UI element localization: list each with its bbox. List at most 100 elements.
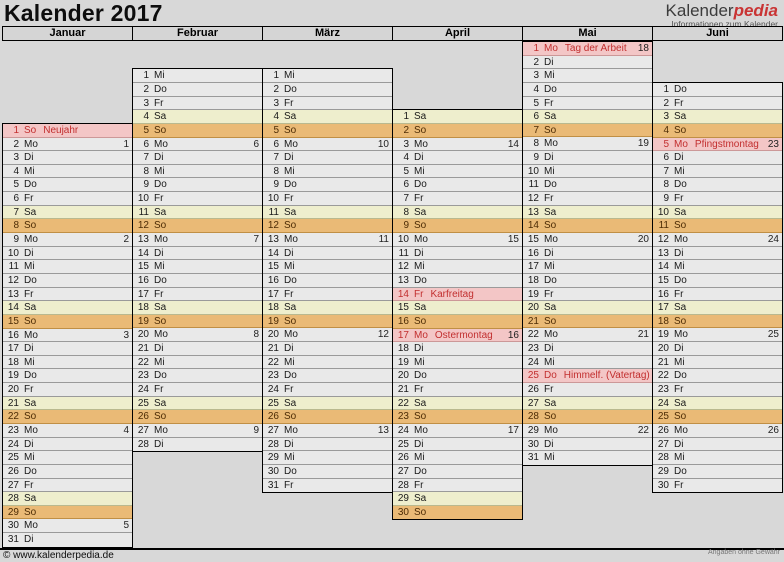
- day-cell-juni-24: 24 Sa: [653, 396, 782, 411]
- day-cell-februar-12: 12 So: [133, 219, 262, 233]
- day-cell-mrz-23: 23 Do: [263, 369, 392, 384]
- day-number: 5: [533, 97, 539, 109]
- day-cell-mrz-15: 15 Mi: [263, 260, 392, 274]
- day-number: 23: [137, 370, 149, 382]
- day-number: 7: [403, 193, 409, 205]
- weekday-abbr: So: [414, 506, 427, 518]
- day-number: 24: [397, 424, 409, 436]
- day-number: 15: [397, 302, 409, 314]
- day-cell-mrz-18: 18 Sa: [263, 301, 392, 315]
- day-number: 18: [137, 302, 149, 314]
- weekday-abbr: Fr: [544, 97, 554, 109]
- weekday-abbr: Mi: [284, 452, 295, 464]
- day-number: 13: [397, 274, 409, 286]
- weekday-abbr: Fr: [674, 384, 684, 396]
- weekday-abbr: So: [154, 124, 167, 136]
- week-number: 15: [507, 234, 519, 246]
- weekday-abbr: Fr: [414, 479, 424, 491]
- day-cell-mrz-10: 10 Fr: [263, 192, 392, 206]
- footer-copyright-link[interactable]: © www.kalenderpedia.de: [3, 550, 114, 561]
- day-number: 7: [663, 165, 669, 177]
- day-cell-februar-22: 22 Mi: [133, 355, 262, 370]
- day-cell-mrz-2: 2 Do: [263, 82, 392, 97]
- weekday-abbr: Do: [24, 370, 37, 382]
- day-number: 4: [13, 165, 19, 177]
- day-cell-april-12: 12 Mi: [393, 260, 522, 274]
- day-cell-mrz-4: 4 Sa: [263, 110, 392, 124]
- weekday-abbr: Mi: [24, 356, 35, 368]
- week-number: 26: [767, 424, 779, 436]
- calendar-grid: 1 So Neujahr 2 Mo 1 3 Di 4 Mi 5 Do 6 Fr 7 Sa 8 So 9 Mo 2 10 Di…: [0, 41, 784, 548]
- day-cell-januar-24: 24 Di: [3, 437, 132, 452]
- day-number: 29: [527, 424, 539, 436]
- day-number: 15: [137, 261, 149, 273]
- day-cell-januar-25: 25 Mi: [3, 451, 132, 465]
- day-number: 9: [143, 179, 149, 191]
- weekday-abbr: Mi: [154, 356, 165, 368]
- week-number: 14: [507, 138, 519, 150]
- day-number: 28: [267, 438, 279, 450]
- day-number: 28: [657, 452, 669, 464]
- weekday-abbr: Do: [674, 83, 687, 95]
- day-cell-mai-11: 11 Do: [523, 178, 652, 193]
- day-number: 27: [137, 424, 149, 436]
- weekday-abbr: Do: [544, 83, 557, 95]
- weekday-abbr: Sa: [284, 111, 297, 123]
- day-cell-januar-11: 11 Mi: [3, 260, 132, 274]
- weekday-abbr: Sa: [414, 302, 427, 314]
- day-cell-januar-8: 8 So: [3, 219, 132, 234]
- day-cell-april-22: 22 Sa: [393, 396, 522, 411]
- weekday-abbr: Sa: [154, 397, 167, 409]
- day-number: 6: [533, 111, 539, 123]
- day-cell-mai-13: 13 Sa: [523, 205, 652, 220]
- day-cell-februar-9: 9 Do: [133, 178, 262, 193]
- day-number: 12: [527, 193, 539, 205]
- weekday-abbr: Mo: [414, 138, 428, 150]
- weekday-abbr: So: [284, 411, 297, 423]
- day-number: 4: [273, 111, 279, 123]
- day-cell-april-7: 7 Fr: [393, 192, 522, 206]
- weekday-abbr: Di: [284, 343, 294, 355]
- day-cell-juni-18: 18 So: [653, 314, 782, 329]
- weekday-abbr: So: [414, 315, 427, 327]
- day-cell-mai-16: 16 Di: [523, 246, 652, 261]
- day-number: 30: [267, 465, 279, 477]
- week-number: 4: [123, 424, 129, 436]
- day-number: 27: [397, 465, 409, 477]
- weekday-abbr: So: [544, 124, 557, 136]
- day-number: 19: [527, 288, 539, 300]
- day-number: 23: [397, 411, 409, 423]
- weekday-abbr: Di: [414, 152, 424, 164]
- week-number: 21: [637, 329, 649, 341]
- weekday-abbr: Do: [24, 465, 37, 477]
- day-number: 2: [13, 138, 19, 150]
- day-cell-januar-23: 23 Mo 4: [3, 423, 132, 438]
- day-number: 19: [137, 315, 149, 327]
- weekday-abbr: Fr: [544, 384, 554, 396]
- weekday-abbr: So: [414, 124, 427, 136]
- day-cell-april-1: 1 Sa: [393, 110, 522, 124]
- week-number: 25: [767, 329, 779, 341]
- day-cell-mrz-28: 28 Di: [263, 437, 392, 452]
- day-number: 6: [663, 152, 669, 164]
- kalenderpedia-logo[interactable]: Kalenderpedia Informationen zum Kalender: [666, 1, 778, 29]
- day-number: 30: [657, 479, 669, 491]
- day-number: 16: [7, 329, 19, 341]
- day-cell-april-15: 15 Sa: [393, 301, 522, 315]
- weekday-abbr: Mi: [674, 261, 685, 273]
- day-cell-februar-18: 18 Sa: [133, 301, 262, 315]
- day-number: 31: [267, 479, 279, 491]
- day-cell-mrz-12: 12 So: [263, 219, 392, 233]
- weekday-abbr: Mo: [154, 233, 168, 245]
- day-number: 17: [527, 261, 539, 273]
- day-cell-april-30: 30 So: [393, 505, 522, 520]
- day-cell-mrz-31: 31 Fr: [263, 478, 392, 493]
- weekday-abbr: So: [284, 315, 297, 327]
- weekday-abbr: Sa: [154, 111, 167, 123]
- month-column-mrz: 1 Mi 2 Do 3 Fr 4 Sa 5 So 6 Mo 10 7 Di 8 Mi 9 Do 10 Fr 11 Sa 12 S…: [262, 68, 393, 494]
- weekday-abbr: Sa: [154, 206, 167, 218]
- weekday-abbr: Mi: [154, 165, 165, 177]
- day-number: 16: [527, 247, 539, 259]
- weekday-abbr: Di: [414, 343, 424, 355]
- weekday-abbr: So: [544, 315, 557, 327]
